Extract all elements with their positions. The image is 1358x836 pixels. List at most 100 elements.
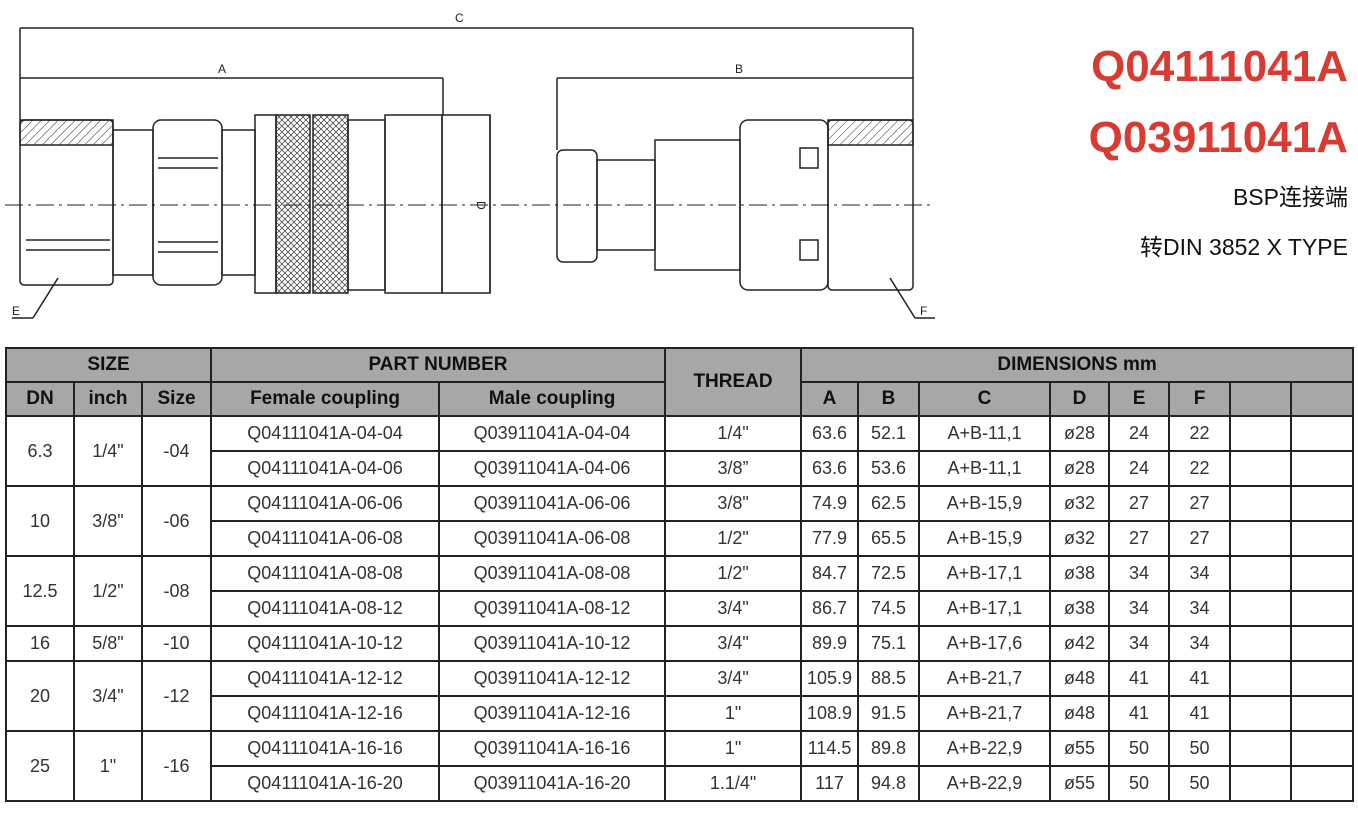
cell-dim-d: ø55 xyxy=(1049,730,1111,767)
cell-dim-f: 34 xyxy=(1168,590,1232,627)
cell-dim-b: 89.8 xyxy=(857,730,921,767)
table-row: Q04111041A-16-20 Q03911041A-16-20 1.1/4" 11… xyxy=(6,765,1355,802)
cell-female-part: Q04111041A-08-12 xyxy=(210,590,441,627)
header-part-number: PART NUMBER xyxy=(210,347,667,383)
cell-dim-c: A+B-11,1 xyxy=(918,415,1052,452)
cell-empty xyxy=(1290,695,1355,732)
cell-thread: 3/4" xyxy=(664,590,803,627)
cell-dim-f: 34 xyxy=(1168,555,1232,592)
cell-dim-b: 65.5 xyxy=(857,520,921,557)
cell-size: -06 xyxy=(140,485,213,557)
cell-dn: 16 xyxy=(5,625,75,662)
cell-female-part: Q04111041A-06-06 xyxy=(210,485,441,522)
col-dn: DN xyxy=(5,381,75,417)
cell-dim-a: 114.5 xyxy=(800,730,860,767)
cell-dim-c: A+B-17,6 xyxy=(918,625,1052,662)
cell-empty xyxy=(1290,450,1355,487)
cell-size: -12 xyxy=(140,660,213,732)
cell-dn: 25 xyxy=(5,730,75,802)
cell-female-part: Q04111041A-04-04 xyxy=(210,415,441,452)
cell-dim-b: 88.5 xyxy=(857,660,921,697)
cell-dim-b: 62.5 xyxy=(857,485,921,522)
dimension-label-b: B xyxy=(735,62,743,76)
cell-empty xyxy=(1290,730,1355,767)
col-size: Size xyxy=(140,381,213,417)
dimension-label-d: D xyxy=(474,201,488,210)
dimensions-table: SIZE PART NUMBER THREAD DIMENSIONS mm DN… xyxy=(4,347,1355,802)
cell-female-part: Q04111041A-12-16 xyxy=(210,695,441,732)
col-empty xyxy=(1229,381,1293,417)
cell-dim-a: 105.9 xyxy=(800,660,860,697)
cell-male-part: Q03911041A-08-12 xyxy=(438,590,667,627)
table-row: 16 5/8" -10 Q04111041A-10-12 Q03911041A-10-1… xyxy=(5,625,1355,662)
male-coupling-code: Q03911041A xyxy=(1088,113,1348,162)
table-row: Q04111041A-04-06 Q03911041A-04-06 3/8” 63.6… xyxy=(6,450,1355,487)
cell-empty xyxy=(1229,450,1293,487)
cell-male-part: Q03911041A-12-12 xyxy=(438,660,667,697)
cell-dim-a: 77.9 xyxy=(800,520,860,557)
cell-dim-a: 89.9 xyxy=(800,625,860,662)
cell-female-part: Q04111041A-10-12 xyxy=(210,625,441,662)
cell-dim-d: ø28 xyxy=(1049,450,1111,487)
cell-female-part: Q04111041A-08-08 xyxy=(210,555,441,592)
cell-male-part: Q03911041A-04-06 xyxy=(438,450,667,487)
cell-dim-d: ø32 xyxy=(1049,520,1111,557)
cell-dim-a: 117 xyxy=(800,765,860,802)
cell-size: -10 xyxy=(140,625,213,662)
cell-dim-e: 41 xyxy=(1108,660,1171,697)
table-row: 10 3/8" -06 Q04111041A-06-06 Q03911041A-06-0… xyxy=(5,485,1355,557)
col-empty xyxy=(1290,381,1355,417)
subtitle-connection: BSP连接端 xyxy=(1232,184,1348,210)
cell-male-part: Q03911041A-06-06 xyxy=(438,485,667,522)
cell-dim-b: 52.1 xyxy=(857,415,921,452)
cell-size: -04 xyxy=(140,415,213,487)
cell-empty xyxy=(1229,590,1293,627)
cell-female-part: Q04111041A-16-20 xyxy=(210,765,441,802)
cell-dim-f: 41 xyxy=(1168,695,1232,732)
cell-empty xyxy=(1290,625,1355,662)
cell-dim-b: 72.5 xyxy=(857,555,921,592)
cell-thread: 1/4" xyxy=(664,415,803,452)
cell-empty xyxy=(1290,485,1355,522)
cell-dim-f: 22 xyxy=(1168,450,1232,487)
cell-dim-c: A+B-22,9 xyxy=(918,765,1052,802)
cell-dn: 20 xyxy=(5,660,75,732)
cell-dim-f: 50 xyxy=(1168,730,1232,767)
cell-empty xyxy=(1290,415,1355,452)
cell-female-part: Q04111041A-12-12 xyxy=(210,660,441,697)
cell-dim-d: ø32 xyxy=(1049,485,1111,522)
cell-empty xyxy=(1229,415,1293,452)
cell-dim-f: 27 xyxy=(1168,485,1232,522)
col-c: C xyxy=(918,381,1052,417)
cell-dim-a: 63.6 xyxy=(800,450,860,487)
coupling-technical-drawing: C A B D E F xyxy=(5,11,935,319)
cell-dim-c: A+B-21,7 xyxy=(918,660,1052,697)
cell-male-part: Q03911041A-04-04 xyxy=(438,415,667,452)
cell-thread: 1.1/4" xyxy=(664,765,803,802)
cell-dim-f: 22 xyxy=(1168,415,1232,452)
cell-empty xyxy=(1229,485,1293,522)
header-dimensions: DIMENSIONS mm xyxy=(800,347,1355,383)
cell-male-part: Q03911041A-16-16 xyxy=(438,730,667,767)
cell-dim-c: A+B-22,9 xyxy=(918,730,1052,767)
cell-dim-e: 24 xyxy=(1108,450,1171,487)
cell-dim-e: 27 xyxy=(1108,485,1171,522)
cell-dim-e: 34 xyxy=(1108,555,1171,592)
table-row: 20 3/4" -12 Q04111041A-12-12 Q03911041A-12-1… xyxy=(5,660,1355,732)
cell-dim-e: 24 xyxy=(1108,415,1171,452)
cell-male-part: Q03911041A-06-08 xyxy=(438,520,667,557)
cell-thread: 3/8" xyxy=(664,485,803,522)
header-thread: THREAD xyxy=(664,347,803,417)
cell-dim-c: A+B-11,1 xyxy=(918,450,1052,487)
cell-empty xyxy=(1290,765,1355,802)
dimension-label-a: A xyxy=(218,62,226,76)
cell-empty xyxy=(1229,695,1293,732)
cell-dim-f: 27 xyxy=(1168,520,1232,557)
cell-dim-d: ø48 xyxy=(1049,660,1111,697)
cell-thread: 1" xyxy=(664,695,803,732)
cell-thread: 1/2" xyxy=(664,520,803,557)
header-size: SIZE xyxy=(4,347,213,383)
table-row: Q04111041A-08-12 Q03911041A-08-12 3/4" 86.7… xyxy=(6,590,1355,627)
table-row: 25 1" -16 Q04111041A-16-16 Q03911041A-16-16 1… xyxy=(5,730,1355,802)
cell-thread: 1" xyxy=(664,730,803,767)
